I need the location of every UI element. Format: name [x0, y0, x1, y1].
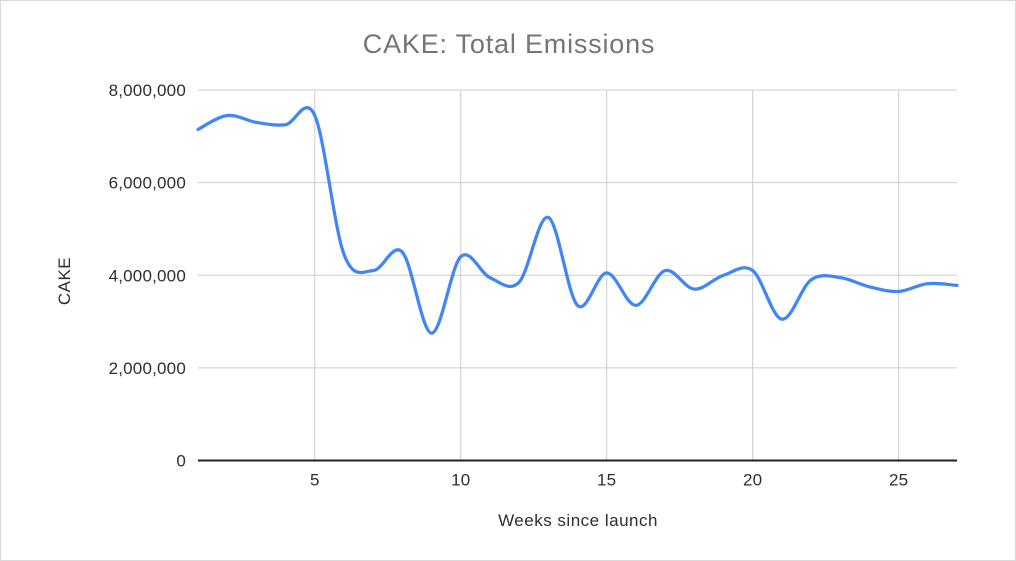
chart-title: CAKE: Total Emissions — [363, 29, 655, 59]
x-tick-label: 5 — [310, 471, 320, 490]
x-tick-label: 20 — [743, 471, 762, 490]
series-line-cake — [196, 106, 959, 335]
x-axis-title: Weeks since launch — [498, 511, 658, 530]
y-axis-title: CAKE — [55, 257, 74, 305]
x-tick-label: 15 — [597, 471, 616, 490]
x-tick-label: 10 — [451, 471, 470, 490]
y-tick-label: 6,000,000 — [109, 174, 186, 193]
y-tick-label: 2,000,000 — [109, 359, 186, 378]
x-tick-label: 25 — [889, 471, 908, 490]
y-tick-label: 4,000,000 — [109, 266, 186, 285]
axis-tick-labels: 0 2,000,000 4,000,000 6,000,000 8,000,000 5 10… — [109, 81, 909, 490]
y-tick-label: 0 — [176, 452, 186, 471]
y-tick-label: 8,000,000 — [109, 81, 186, 100]
gridlines — [198, 89, 957, 461]
